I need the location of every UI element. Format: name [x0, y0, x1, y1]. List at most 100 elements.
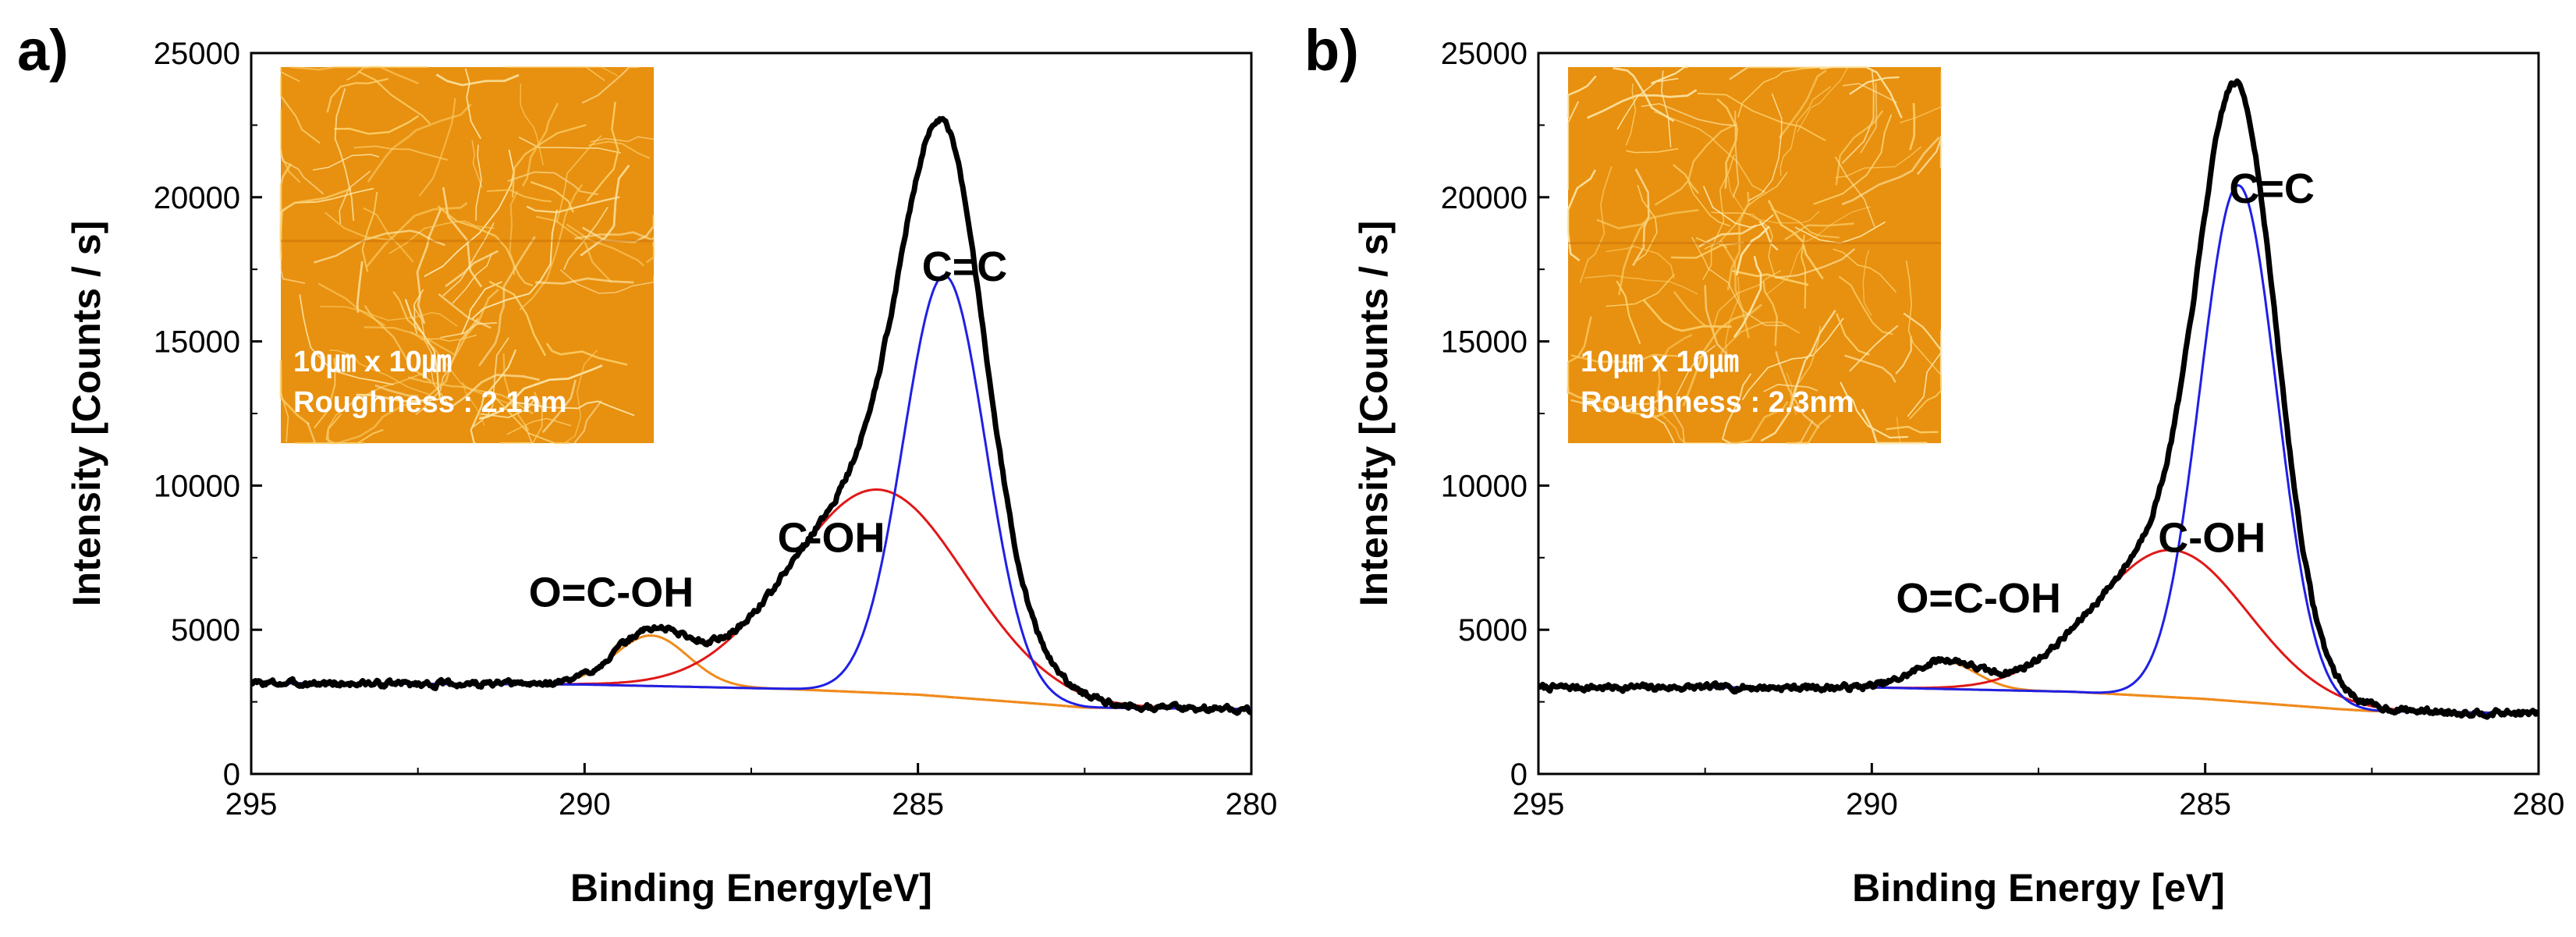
afm-fiber [1729, 66, 1823, 80]
afm-fiber [563, 349, 598, 444]
afm-fiber [573, 400, 602, 444]
afm-fiber [1651, 66, 1688, 84]
panel-b: b) 0 5000 10000 15000 20000 25000 295 290 285 280 B… [1304, 18, 2564, 910]
afm-fiber [471, 337, 509, 428]
afm-fiber [520, 83, 545, 165]
afm-fiber [535, 215, 612, 283]
afm-scan-line [281, 240, 654, 243]
afm-fiber [505, 66, 605, 82]
afm-fiber [1567, 101, 1580, 190]
afm-fiber [452, 374, 540, 407]
afm-fiber [435, 73, 520, 87]
measured-curve [1538, 78, 2539, 720]
afm-fiber [1801, 234, 1807, 309]
afm-fiber [521, 102, 559, 187]
afm-inset: 10㎛ x 10㎛ Roughness : 2.1nm [279, 66, 655, 445]
y-tick-label: 20000 [1441, 181, 1528, 215]
afm-fiber [1606, 245, 1675, 279]
afm-fiber [1724, 400, 1789, 445]
afm-fiber [1907, 329, 1942, 417]
afm-fiber [1718, 321, 1801, 367]
afm-fiber [1737, 66, 1827, 118]
afm-fiber [294, 428, 384, 445]
afm-fiber [1905, 260, 1942, 385]
afm-fiber [408, 376, 534, 415]
panel-a: a) 0 5000 10000 15000 20000 25000 295 290 285 280 B… [17, 18, 1277, 910]
y-tick-label: 25000 [154, 37, 240, 71]
afm-fiber [464, 68, 482, 140]
afm-fiber [1721, 373, 1752, 444]
peak-label-o-c-oh: O=C-OH [529, 570, 694, 616]
afm-fiber [586, 101, 619, 202]
y-axis-title: Intensity [Counts / s] [1352, 221, 1396, 606]
afm-fiber [1786, 372, 1797, 416]
y-tick-label: 5000 [1458, 613, 1528, 648]
inset-roughness-label: Roughness : 2.3nm [1581, 386, 1854, 419]
afm-fiber [1849, 76, 1900, 95]
afm-fiber [364, 305, 432, 383]
afm-fiber [413, 289, 424, 335]
afm-fiber [415, 318, 479, 416]
afm-fiber [588, 140, 651, 159]
afm-fiber [1654, 122, 1738, 206]
afm-fiber [364, 326, 456, 357]
afm-fiber [1841, 69, 1875, 164]
afm-fiber [1766, 206, 1872, 295]
x-tick-label: 280 [2513, 787, 2565, 822]
afm-fiber [312, 154, 380, 171]
y-tick-label: 15000 [1441, 325, 1528, 360]
afm-fiber [313, 229, 445, 264]
afm-fiber [1840, 382, 1908, 438]
afm-fiber [1836, 313, 1870, 356]
afm-fiber [1726, 191, 1750, 291]
afm-image [281, 67, 654, 443]
afm-fiber [1849, 325, 1899, 372]
afm-fiber [1903, 312, 1943, 388]
afm-fiber [1741, 318, 1844, 400]
afm-fiber [280, 187, 374, 229]
afm-fiber [1842, 83, 1897, 104]
afm-image [1568, 67, 1941, 443]
afm-fiber [1641, 103, 1737, 127]
afm-fiber [1654, 406, 1686, 444]
afm-fiber [581, 215, 655, 243]
y-axis-title: Intensity [Counts / s] [65, 221, 108, 606]
afm-fiber [1669, 407, 1723, 444]
afm-fiber [1616, 77, 1679, 130]
afm-fiber [518, 137, 622, 154]
afm-fiber [1844, 354, 1897, 383]
afm-fiber [507, 171, 599, 196]
x-tick-label: 280 [1226, 787, 1278, 822]
afm-fiber [1635, 184, 1658, 262]
y-tick-label: 25000 [1441, 37, 1528, 71]
afm-fiber [346, 66, 428, 81]
afm-fiber [1654, 111, 1766, 193]
afm-fiber [1779, 86, 1832, 176]
afm-fiber [1813, 114, 1893, 205]
afm-fiber [1567, 75, 1597, 119]
afm-fiber [363, 207, 414, 263]
peak-label-c-oh: C-OH [2158, 514, 2266, 561]
afm-inset: 10㎛ x 10㎛ Roughness : 2.3nm [1567, 66, 1943, 445]
afm-fiber [1775, 247, 1856, 279]
y-tick-label: 20000 [154, 181, 240, 215]
afm-fiber [462, 382, 485, 426]
afm-fiber [1733, 255, 1762, 339]
afm-fiber [1775, 350, 1820, 429]
afm-fiber [440, 321, 498, 339]
afm-fiber [334, 115, 419, 135]
afm-fiber [361, 191, 378, 272]
peak-label-o-c-oh: O=C-OH [1896, 575, 2061, 622]
afm-fiber [1567, 316, 1592, 395]
afm-fiber [1747, 93, 1783, 202]
afm-fiber [279, 75, 321, 144]
afm-fiber [1725, 276, 1740, 360]
afm-fiber [438, 293, 491, 329]
afm-fiber [1820, 66, 1903, 119]
afm-fiber [313, 357, 336, 429]
afm-fiber [1584, 275, 1698, 295]
afm-scan-line [1568, 242, 1941, 245]
afm-fiber [1687, 182, 1731, 227]
curves [251, 115, 1251, 716]
